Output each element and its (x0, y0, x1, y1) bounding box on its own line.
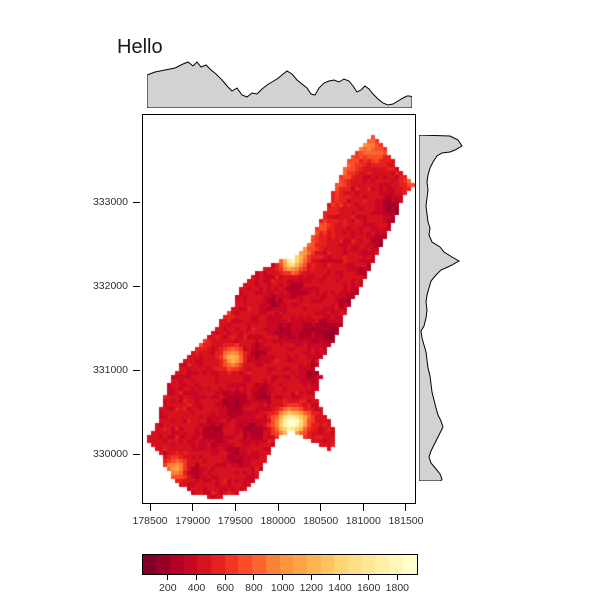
legend-tick-mark (339, 575, 341, 580)
legend-tick-label: 1200 (299, 582, 323, 594)
x-tick-label: 181000 (345, 515, 381, 527)
legend-tick-label: 1000 (270, 582, 295, 594)
x-tick-label: 180000 (260, 515, 296, 527)
heatmap-canvas (143, 115, 415, 503)
legend-tick-mark (196, 575, 197, 580)
plot-title: Hello (117, 36, 163, 58)
y-tick-mark (133, 285, 140, 287)
legend-tick-label: 400 (187, 582, 206, 594)
legend-tick-mark (396, 575, 398, 580)
legend-tick-mark (282, 575, 284, 580)
legend-tick-mark (368, 575, 370, 580)
x-tick-mark (320, 504, 322, 511)
x-tick-mark (149, 504, 151, 511)
legend-tick-label: 600 (216, 582, 234, 594)
x-tick-label: 179500 (217, 515, 253, 527)
x-tick-label: 179000 (175, 515, 211, 527)
legend-tick-mark (253, 575, 255, 580)
legend-tick-mark (224, 575, 226, 580)
legend-tick-label: 800 (245, 582, 263, 594)
y-tick-label: 331000 (92, 364, 128, 377)
legend-colorbar (142, 554, 418, 575)
right-density-shape (419, 135, 463, 481)
legend-tick-mark (310, 575, 312, 580)
legend-tick-label: 1600 (356, 582, 381, 594)
y-tick-label: 332000 (92, 280, 128, 293)
x-tick-label: 178500 (132, 515, 168, 527)
y-tick-mark (133, 369, 140, 371)
legend-tick-label: 1800 (385, 582, 410, 594)
top-marginal-density (147, 61, 412, 108)
right-marginal-density (419, 135, 463, 481)
y-tick-label: 330000 (92, 448, 128, 461)
x-tick-label: 181500 (388, 515, 424, 527)
top-density-shape (147, 61, 412, 108)
legend-tick-label: 200 (159, 582, 177, 594)
legend-canvas (143, 555, 417, 574)
x-tick-mark (277, 504, 279, 511)
map-panel (142, 114, 416, 504)
x-tick-mark (192, 504, 194, 511)
legend-tick-mark (167, 575, 169, 580)
x-tick-mark (234, 504, 236, 511)
y-tick-mark (133, 201, 140, 203)
y-tick-mark (133, 453, 140, 455)
x-tick-mark (362, 504, 364, 511)
x-tick-mark (405, 504, 407, 511)
x-tick-label: 180500 (303, 515, 339, 527)
legend-tick-label: 1400 (328, 582, 352, 594)
y-tick-label: 333000 (92, 196, 128, 209)
